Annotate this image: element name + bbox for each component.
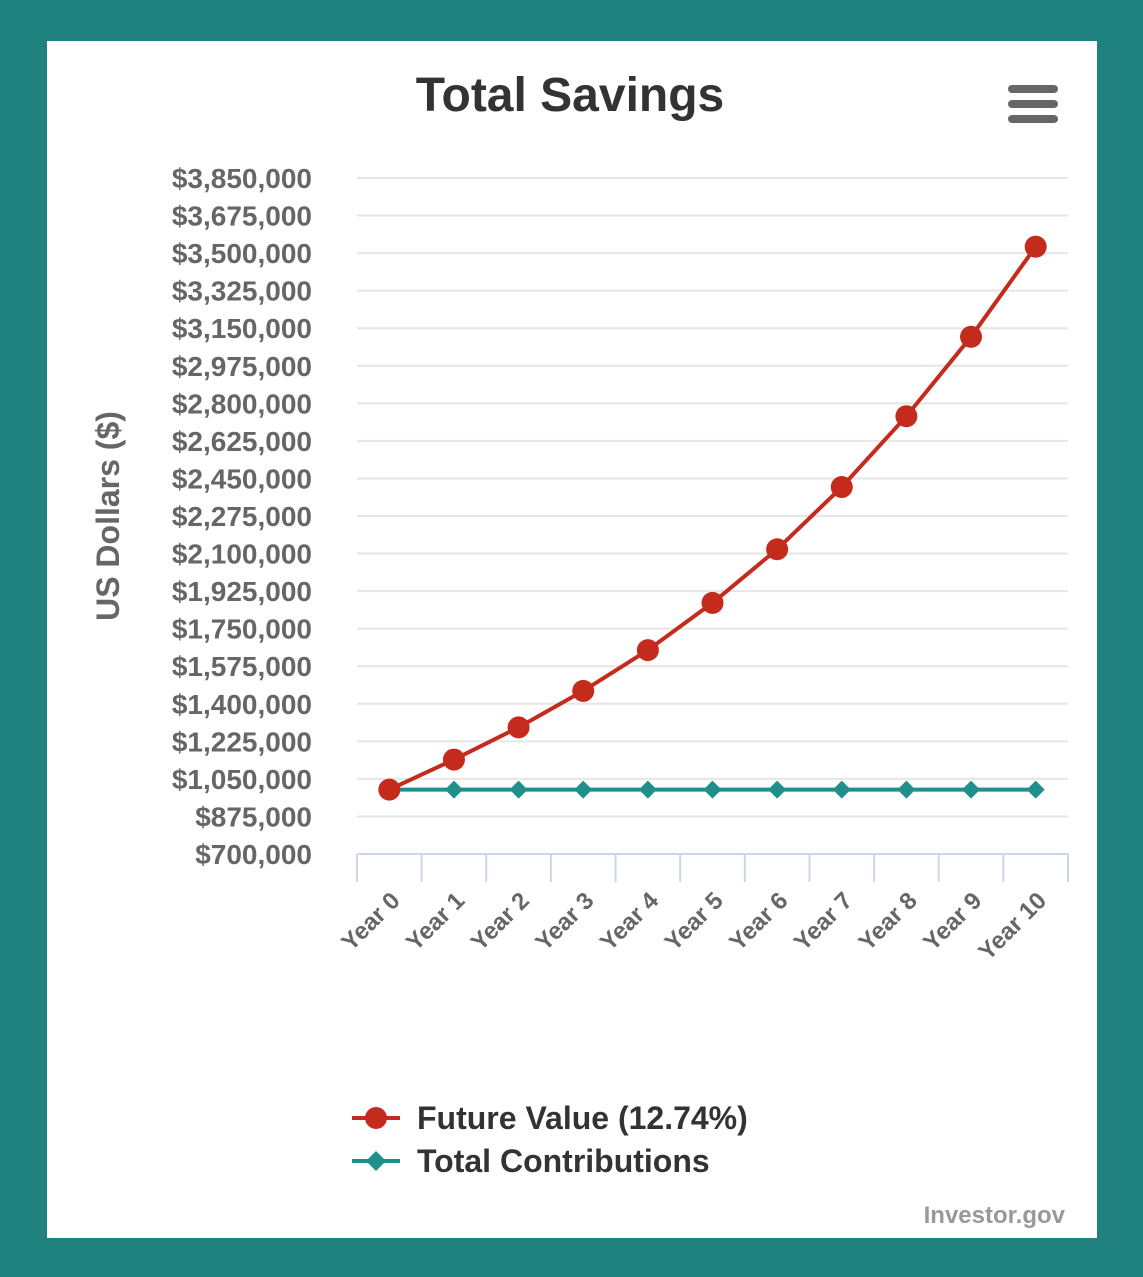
data-point[interactable] bbox=[444, 780, 463, 799]
y-tick-label: $875,000 bbox=[195, 801, 312, 832]
series-group bbox=[378, 235, 1047, 801]
legend-marker bbox=[365, 1107, 387, 1129]
x-tick-label: Year 0 bbox=[336, 887, 405, 956]
chart-panel: Total Savings US Dollars ($) $3,850,000 $… bbox=[47, 41, 1097, 1238]
y-tick-label: $3,500,000 bbox=[172, 238, 312, 269]
data-point[interactable] bbox=[507, 716, 530, 739]
data-point[interactable] bbox=[509, 780, 528, 799]
data-point[interactable] bbox=[442, 748, 465, 771]
y-tick-label: $3,150,000 bbox=[172, 313, 312, 344]
data-point[interactable] bbox=[895, 405, 918, 428]
x-tick-label: Year 7 bbox=[789, 887, 858, 956]
data-point[interactable] bbox=[701, 591, 724, 614]
data-point[interactable] bbox=[574, 780, 593, 799]
x-tick-label: Year 4 bbox=[595, 887, 665, 957]
y-tick-label: $700,000 bbox=[195, 839, 312, 870]
y-tick-label: $1,050,000 bbox=[172, 764, 312, 795]
chart-title: Total Savings bbox=[416, 69, 725, 122]
y-tick-label: $2,450,000 bbox=[172, 463, 312, 494]
y-tick-label: $1,225,000 bbox=[172, 726, 312, 757]
legend-item[interactable]: Future Value (12.74%) bbox=[352, 1100, 748, 1136]
data-point[interactable] bbox=[636, 639, 659, 662]
credit-link[interactable]: Investor.gov bbox=[924, 1202, 1066, 1229]
x-tick-label: Year 6 bbox=[724, 887, 793, 956]
data-point[interactable] bbox=[766, 538, 789, 561]
y-tick-label: $2,275,000 bbox=[172, 501, 312, 532]
data-point[interactable] bbox=[962, 780, 981, 799]
y-tick-label: $2,625,000 bbox=[172, 426, 312, 457]
y-tick-label: $3,675,000 bbox=[172, 201, 312, 232]
y-tick-label: $1,750,000 bbox=[172, 614, 312, 645]
menu-button[interactable] bbox=[1002, 79, 1064, 129]
y-tick-label: $2,975,000 bbox=[172, 351, 312, 382]
data-point[interactable] bbox=[572, 679, 595, 702]
y-axis-label: US Dollars ($) bbox=[90, 411, 126, 621]
data-point[interactable] bbox=[897, 780, 916, 799]
x-tick-label: Year 5 bbox=[660, 887, 729, 956]
y-tick-label: $1,400,000 bbox=[172, 689, 312, 720]
series-future-value-12-74 bbox=[378, 235, 1047, 801]
data-point[interactable] bbox=[960, 325, 983, 348]
legend: Future Value (12.74%) Total Contributions bbox=[352, 1100, 748, 1179]
y-tick-label: $1,575,000 bbox=[172, 651, 312, 682]
gridlines bbox=[357, 177, 1068, 818]
x-tick-label: Year 10 bbox=[973, 887, 1052, 966]
legend-item[interactable]: Total Contributions bbox=[352, 1143, 710, 1179]
legend-marker bbox=[366, 1151, 386, 1171]
data-point[interactable] bbox=[768, 780, 787, 799]
data-point[interactable] bbox=[1024, 235, 1047, 258]
legend-label: Total Contributions bbox=[417, 1143, 710, 1179]
y-tick-label: $3,850,000 bbox=[172, 163, 312, 194]
x-tick-label: Year 2 bbox=[466, 887, 535, 956]
total-savings-chart: Total Savings US Dollars ($) $3,850,000$… bbox=[90, 69, 1069, 1229]
y-axis-ticks: $3,850,000 $3,675,000 $3,500,000 $3,325,000… bbox=[172, 163, 312, 870]
x-tick-label: Year 3 bbox=[530, 887, 599, 956]
y-tick-label: $1,925,000 bbox=[172, 576, 312, 607]
data-point[interactable] bbox=[638, 780, 657, 799]
data-point[interactable] bbox=[832, 780, 851, 799]
data-point[interactable] bbox=[1026, 780, 1045, 799]
data-point[interactable] bbox=[830, 476, 853, 499]
x-tick-label: Year 8 bbox=[854, 887, 923, 956]
y-tick-label: $2,800,000 bbox=[172, 388, 312, 419]
x-tick-label: Year 1 bbox=[401, 887, 470, 956]
legend-label: Future Value (12.74%) bbox=[417, 1100, 748, 1136]
hamburger-menu-icon bbox=[1008, 85, 1058, 123]
y-tick-label: $3,325,000 bbox=[172, 276, 312, 307]
data-point[interactable] bbox=[378, 778, 401, 801]
y-tick-label: $2,100,000 bbox=[172, 539, 312, 570]
data-point[interactable] bbox=[703, 780, 722, 799]
series-total-contributions bbox=[380, 780, 1045, 799]
